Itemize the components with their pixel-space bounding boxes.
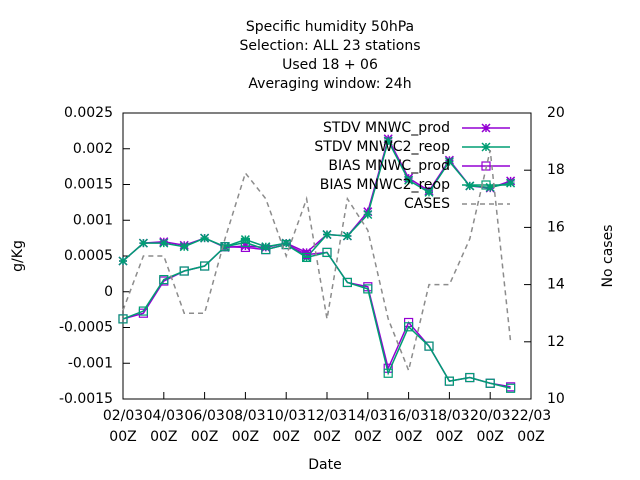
marker xyxy=(281,238,291,248)
y2-tick-label: 18 xyxy=(547,162,565,178)
y-tick-label: -0.001 xyxy=(68,355,113,371)
x-tick-label: 00Z xyxy=(313,429,340,445)
marker xyxy=(424,187,434,197)
x-tick-label: 00Z xyxy=(150,429,177,445)
y-tick-label: -0.0005 xyxy=(59,320,113,336)
legend-marker xyxy=(481,142,491,152)
x-tick-label: 08/03 xyxy=(225,408,265,424)
marker xyxy=(383,136,393,146)
marker xyxy=(404,322,414,332)
x-tick-label: 14/03 xyxy=(348,408,388,424)
legend-label: BIAS MNWC2_reop xyxy=(320,177,450,193)
chart-title: Specific humidity 50hPa xyxy=(246,19,414,35)
legend-marker xyxy=(481,123,491,133)
y2-tick-label: 12 xyxy=(547,334,565,350)
x-tick-label: 18/03 xyxy=(429,408,469,424)
y-axis-label: g/Kg xyxy=(10,240,26,272)
marker xyxy=(506,383,516,393)
y-tick-label: 0 xyxy=(104,284,113,300)
marker xyxy=(240,237,250,248)
series-line xyxy=(122,243,511,388)
series-line xyxy=(122,138,511,262)
marker xyxy=(363,284,373,294)
marker xyxy=(363,209,373,220)
legend-label: CASES xyxy=(404,196,450,212)
series-line xyxy=(122,150,512,373)
x-tick-label: 00Z xyxy=(436,429,463,445)
x-tick-label: 20/03 xyxy=(470,408,510,424)
marker xyxy=(465,372,475,383)
marker xyxy=(261,244,271,255)
marker xyxy=(138,238,148,248)
marker xyxy=(200,261,210,271)
marker xyxy=(240,235,250,245)
marker xyxy=(506,178,516,188)
y2-tick-label: 14 xyxy=(547,277,565,293)
marker xyxy=(159,274,169,285)
x-tick-label: 12/03 xyxy=(307,408,347,424)
x-tick-label: 06/03 xyxy=(184,408,224,424)
x-tick-label: 00Z xyxy=(354,429,381,445)
x-axis-label: Date xyxy=(308,457,341,473)
x-tick-label: 10/03 xyxy=(266,408,306,424)
marker xyxy=(118,256,128,266)
y2-tick-label: 16 xyxy=(547,219,565,235)
marker xyxy=(138,306,148,316)
marker xyxy=(465,181,475,191)
marker xyxy=(444,376,454,386)
marker xyxy=(322,247,332,258)
y2-tick-label: 20 xyxy=(547,105,565,121)
marker xyxy=(179,266,189,276)
chart-title: Selection: ALL 23 stations xyxy=(239,38,420,54)
y-tick-label: 0.0025 xyxy=(64,105,113,121)
marker xyxy=(220,242,230,252)
marker xyxy=(159,238,169,248)
marker xyxy=(322,230,332,240)
x-tick-label: 16/03 xyxy=(388,408,428,424)
y-tick-label: 0.0005 xyxy=(64,248,113,264)
marker xyxy=(404,175,414,185)
x-tick-label: 00Z xyxy=(476,429,503,445)
x-tick-label: 00Z xyxy=(109,429,136,445)
marker xyxy=(383,368,393,378)
y-tick-label: 0.001 xyxy=(73,212,113,228)
y2-tick-label: 10 xyxy=(547,391,565,407)
marker xyxy=(240,242,250,253)
chart-title: Used 18 + 06 xyxy=(282,57,378,73)
x-tick-label: 00Z xyxy=(191,429,218,445)
marker xyxy=(485,378,495,388)
y-tick-label: 0.002 xyxy=(73,141,113,157)
legend-label: STDV MNWC_prod xyxy=(323,120,450,136)
y2-axis-label: No cases xyxy=(600,225,616,288)
y-tick-label: -0.0015 xyxy=(59,391,113,407)
legend-label: STDV MNWC2_reop xyxy=(314,139,450,155)
y-tick-label: 0.0015 xyxy=(64,177,113,193)
marker xyxy=(118,314,128,324)
series-line xyxy=(122,241,511,390)
marker xyxy=(261,242,271,252)
marker xyxy=(302,247,312,257)
x-tick-label: 04/03 xyxy=(144,408,184,424)
chart-title: Averaging window: 24h xyxy=(248,76,411,92)
x-tick-label: 02/03 xyxy=(103,408,143,424)
x-tick-label: 00Z xyxy=(232,429,259,445)
x-tick-label: 00Z xyxy=(395,429,422,445)
marker xyxy=(444,157,454,167)
marker xyxy=(302,252,312,263)
marker xyxy=(342,277,352,288)
marker xyxy=(200,233,210,243)
x-tick-label: 00Z xyxy=(272,429,299,445)
x-tick-label: 22/03 xyxy=(511,408,551,424)
marker xyxy=(179,242,189,252)
legend-label: BIAS MNWC_prod xyxy=(328,158,450,174)
marker xyxy=(424,341,434,351)
x-tick-label: 00Z xyxy=(517,429,544,445)
marker xyxy=(342,231,352,241)
